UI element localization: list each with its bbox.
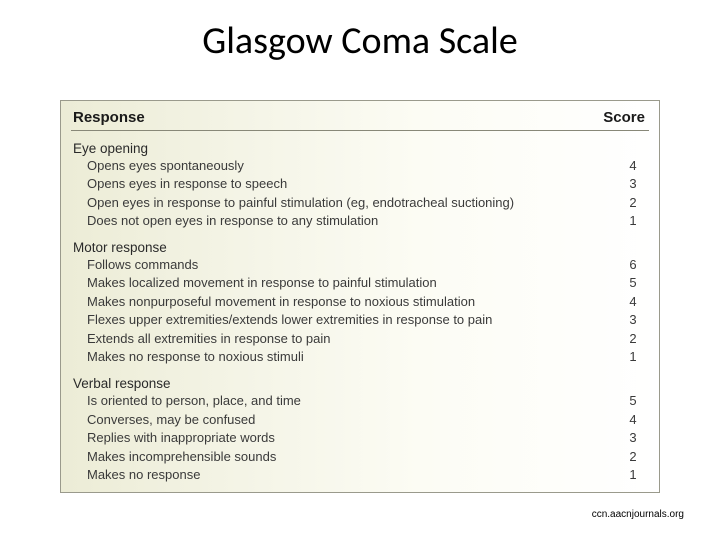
- row-label: Replies with inappropriate words: [87, 429, 621, 447]
- row-label: Makes no response: [87, 466, 621, 484]
- table-row: Makes no response to noxious stimuli1: [71, 348, 649, 367]
- section: Eye openingOpens eyes spontaneously4Open…: [71, 141, 649, 230]
- section: Verbal responseIs oriented to person, pl…: [71, 376, 649, 484]
- table-row: Makes localized movement in response to …: [71, 274, 649, 293]
- row-label: Makes incomprehensible sounds: [87, 448, 621, 466]
- row-score: 1: [621, 212, 645, 230]
- table-row: Makes incomprehensible sounds2: [71, 447, 649, 466]
- section-title: Motor response: [71, 240, 649, 255]
- table-row: Opens eyes in response to speech3: [71, 175, 649, 194]
- row-score: 2: [621, 330, 645, 348]
- row-label: Opens eyes in response to speech: [87, 175, 621, 193]
- row-label: Open eyes in response to painful stimula…: [87, 194, 621, 212]
- row-score: 3: [621, 311, 645, 329]
- section-title: Verbal response: [71, 376, 649, 391]
- row-label: Makes localized movement in response to …: [87, 274, 621, 292]
- row-score: 3: [621, 429, 645, 447]
- row-label: Flexes upper extremities/extends lower e…: [87, 311, 621, 329]
- table-row: Open eyes in response to painful stimula…: [71, 193, 649, 212]
- row-score: 4: [621, 411, 645, 429]
- gcs-table: Response Score Eye openingOpens eyes spo…: [60, 100, 660, 493]
- row-score: 5: [621, 392, 645, 410]
- table-row: Converses, may be confused4: [71, 410, 649, 429]
- row-label: Does not open eyes in response to any st…: [87, 212, 621, 230]
- row-label: Opens eyes spontaneously: [87, 157, 621, 175]
- row-score: 5: [621, 274, 645, 292]
- row-score: 4: [621, 293, 645, 311]
- row-label: Makes no response to noxious stimuli: [87, 348, 621, 366]
- table-header-row: Response Score: [71, 107, 649, 131]
- citation-text: ccn.aacnjournals.org: [592, 509, 684, 520]
- table-row: Makes no response1: [71, 466, 649, 485]
- slide-title: Glasgow Coma Scale: [0, 0, 720, 72]
- row-score: 2: [621, 194, 645, 212]
- table-row: Makes nonpurposeful movement in response…: [71, 292, 649, 311]
- section: Motor responseFollows commands6Makes loc…: [71, 240, 649, 366]
- row-label: Is oriented to person, place, and time: [87, 392, 621, 410]
- table-row: Opens eyes spontaneously4: [71, 156, 649, 175]
- row-score: 2: [621, 448, 645, 466]
- header-score: Score: [603, 109, 645, 126]
- row-label: Extends all extremities in response to p…: [87, 330, 621, 348]
- table-row: Flexes upper extremities/extends lower e…: [71, 311, 649, 330]
- table-row: Extends all extremities in response to p…: [71, 329, 649, 348]
- header-response: Response: [73, 109, 145, 126]
- row-score: 1: [621, 466, 645, 484]
- row-label: Converses, may be confused: [87, 411, 621, 429]
- row-score: 1: [621, 348, 645, 366]
- row-score: 6: [621, 256, 645, 274]
- row-score: 3: [621, 175, 645, 193]
- row-label: Follows commands: [87, 256, 621, 274]
- table-row: Does not open eyes in response to any st…: [71, 212, 649, 231]
- section-title: Eye opening: [71, 141, 649, 156]
- table-row: Is oriented to person, place, and time5: [71, 391, 649, 410]
- table-row: Follows commands6: [71, 255, 649, 274]
- row-score: 4: [621, 157, 645, 175]
- table-row: Replies with inappropriate words3: [71, 429, 649, 448]
- row-label: Makes nonpurposeful movement in response…: [87, 293, 621, 311]
